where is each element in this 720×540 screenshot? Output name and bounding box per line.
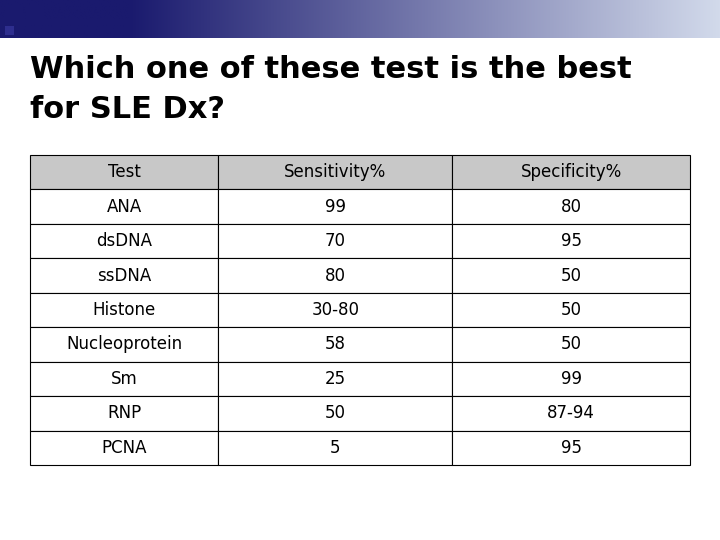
Bar xyxy=(452,327,690,362)
Text: ANA: ANA xyxy=(107,198,142,215)
Bar xyxy=(452,293,690,327)
Text: 95: 95 xyxy=(561,439,582,457)
Bar xyxy=(30,155,218,190)
Bar xyxy=(30,430,218,465)
Bar xyxy=(30,258,218,293)
Bar xyxy=(218,258,452,293)
Text: 99: 99 xyxy=(325,198,346,215)
Bar xyxy=(26,5,44,23)
Bar xyxy=(452,224,690,258)
Bar xyxy=(218,396,452,430)
Bar xyxy=(30,224,218,258)
Text: dsDNA: dsDNA xyxy=(96,232,152,250)
Bar xyxy=(452,258,690,293)
Bar xyxy=(452,190,690,224)
Bar xyxy=(30,327,218,362)
Text: Sm: Sm xyxy=(111,370,138,388)
Bar xyxy=(218,430,452,465)
Text: RNP: RNP xyxy=(107,404,141,422)
Text: for SLE Dx?: for SLE Dx? xyxy=(30,95,225,124)
Bar xyxy=(30,362,218,396)
Bar xyxy=(218,293,452,327)
Text: PCNA: PCNA xyxy=(102,439,147,457)
Text: 70: 70 xyxy=(325,232,346,250)
Bar xyxy=(452,396,690,430)
Text: Test: Test xyxy=(107,163,140,181)
Text: 58: 58 xyxy=(325,335,346,354)
Bar xyxy=(5,5,23,23)
Text: 80: 80 xyxy=(325,267,346,285)
Bar xyxy=(5,26,14,35)
Text: 99: 99 xyxy=(561,370,582,388)
Text: 95: 95 xyxy=(561,232,582,250)
Text: ssDNA: ssDNA xyxy=(97,267,151,285)
Text: Specificity%: Specificity% xyxy=(521,163,622,181)
Bar xyxy=(452,362,690,396)
Text: Histone: Histone xyxy=(92,301,156,319)
Text: 50: 50 xyxy=(561,267,582,285)
Text: 5: 5 xyxy=(330,439,341,457)
Bar xyxy=(30,190,218,224)
Text: 50: 50 xyxy=(325,404,346,422)
Text: 30-80: 30-80 xyxy=(311,301,359,319)
Text: 80: 80 xyxy=(561,198,582,215)
Bar xyxy=(218,224,452,258)
Text: 87-94: 87-94 xyxy=(547,404,595,422)
Text: Which one of these test is the best: Which one of these test is the best xyxy=(30,55,631,84)
Text: Sensitivity%: Sensitivity% xyxy=(284,163,387,181)
Bar xyxy=(218,362,452,396)
Text: 50: 50 xyxy=(561,301,582,319)
Bar xyxy=(218,327,452,362)
Bar xyxy=(218,190,452,224)
Text: 25: 25 xyxy=(325,370,346,388)
Bar xyxy=(30,396,218,430)
Bar xyxy=(30,293,218,327)
Bar xyxy=(218,155,452,190)
Text: Nucleoprotein: Nucleoprotein xyxy=(66,335,182,354)
Bar xyxy=(452,155,690,190)
Bar xyxy=(452,430,690,465)
Text: 50: 50 xyxy=(561,335,582,354)
